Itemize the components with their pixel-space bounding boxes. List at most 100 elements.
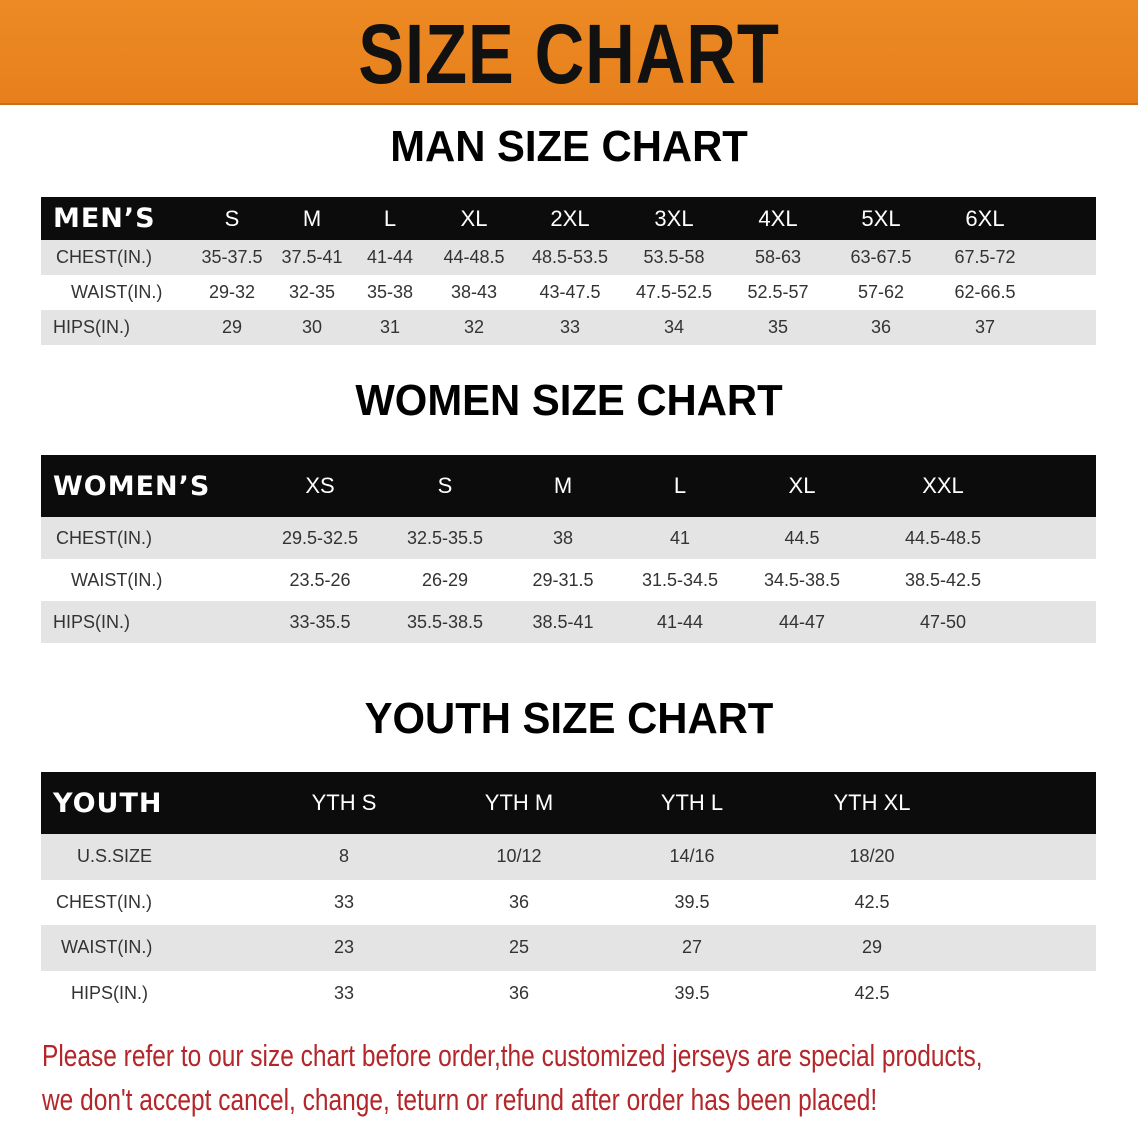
table-header-row: WOMEN’S XS S M L XL XXL <box>41 455 1096 517</box>
measurement-value: 39.5 <box>674 982 710 1003</box>
table-row: CHEST(IN.) 29.5-32.5 32.5-35.5 38 41 44.5 44.5… <box>41 517 1096 559</box>
measurement-label: CHEST(IN.) <box>56 527 152 548</box>
measurement-label: WAIST(IN.) <box>61 937 153 958</box>
measurement-value: 38-43 <box>450 282 498 302</box>
table-row: HIPS(IN.) 29 30 31 32 33 34 35 36 37 <box>41 310 1096 345</box>
measurement-value: 31.5-34.5 <box>641 569 719 590</box>
women-section-title: WOMEN SIZE CHART <box>355 376 783 425</box>
measurement-label: CHEST(IN.) <box>56 891 152 912</box>
measurement-value: 47.5-52.5 <box>635 282 713 302</box>
measurement-value: 62-66.5 <box>954 282 1016 302</box>
measurement-label: U.S.SIZE <box>77 846 153 867</box>
measurement-value: 57-62 <box>857 282 905 302</box>
measurement-value: 33 <box>333 982 355 1003</box>
measurement-value: 35.5-38.5 <box>406 611 484 632</box>
measurement-value: 63-67.5 <box>850 247 912 267</box>
measurement-value: 29-31.5 <box>532 569 594 590</box>
measurement-value: 67.5-72 <box>954 247 1016 267</box>
men-size-table: MEN’S S M L XL 2XL 3XL 4XL 5XL 6XL CHEST(IN.) 35-37… <box>41 197 1096 345</box>
women-size-table: WOMEN’S XS S M L XL XXL CHEST(IN.) 29.5-32.5 32.5… <box>41 455 1096 643</box>
table-row: CHEST(IN.) 33 36 39.5 42.5 <box>41 879 1096 925</box>
measurement-value: 58-63 <box>754 247 802 267</box>
measurement-value: 35 <box>767 317 789 337</box>
measurement-value: 35-38 <box>366 282 414 302</box>
youth-size-table: YOUTH YTH S YTH M YTH L YTH XL U.S.SIZE 8 10/12… <box>41 772 1096 1016</box>
size-header-cell: L <box>673 473 687 498</box>
size-header-cell: S <box>437 473 453 498</box>
measurement-value: 38 <box>552 527 574 548</box>
measurement-value: 36 <box>508 891 530 912</box>
measurement-value: 35-37.5 <box>201 247 263 267</box>
measurement-value: 36 <box>508 982 530 1003</box>
measurement-value: 41-44 <box>656 611 704 632</box>
size-header-cell: XXL <box>922 473 964 498</box>
measurement-value: 29-32 <box>208 282 256 302</box>
measurement-label: CHEST(IN.) <box>56 247 152 267</box>
size-header-cell: 5XL <box>861 205 901 231</box>
table-row: HIPS(IN.) 33-35.5 35.5-38.5 38.5-41 41-44 44-… <box>41 601 1096 643</box>
policy-note-line-2: we don't accept cancel, change, teturn o… <box>42 1082 878 1117</box>
measurement-value: 38.5-42.5 <box>904 569 982 590</box>
measurement-value: 31 <box>379 317 401 337</box>
measurement-value: 41 <box>669 527 691 548</box>
measurement-value: 14/16 <box>669 846 715 867</box>
table-row: CHEST(IN.) 35-37.5 37.5-41 41-44 44-48.5 48.5… <box>41 240 1096 275</box>
table-row: WAIST(IN.) 23 25 27 29 <box>41 925 1096 971</box>
measurement-value: 37.5-41 <box>281 247 343 267</box>
table-header-row: MEN’S S M L XL 2XL 3XL 4XL 5XL 6XL <box>41 197 1096 240</box>
measurement-value: 38.5-41 <box>532 611 594 632</box>
measurement-value: 29 <box>861 937 883 958</box>
measurement-value: 30 <box>301 317 323 337</box>
measurement-label: HIPS(IN.) <box>53 611 131 632</box>
size-header-cell: 6XL <box>965 205 1005 231</box>
measurement-value: 32 <box>463 317 485 337</box>
measurement-value: 47-50 <box>919 611 967 632</box>
measurement-value: 29 <box>221 317 243 337</box>
measurement-value: 37 <box>974 317 996 337</box>
measurement-value: 44-48.5 <box>443 247 505 267</box>
measurement-value: 32-35 <box>288 282 336 302</box>
measurement-value: 41-44 <box>366 247 414 267</box>
measurement-value: 8 <box>338 846 350 867</box>
measurement-label: HIPS(IN.) <box>71 982 149 1003</box>
measurement-value: 23 <box>333 937 355 958</box>
measurement-value: 26-29 <box>421 569 469 590</box>
measurement-value: 52.5-57 <box>747 282 809 302</box>
measurement-value: 34.5-38.5 <box>763 569 841 590</box>
table-header-row: YOUTH YTH S YTH M YTH L YTH XL <box>41 772 1096 834</box>
size-header-cell: M <box>553 473 573 498</box>
size-header-cell: 3XL <box>654 205 694 231</box>
youth-section-title: YOUTH SIZE CHART <box>364 694 774 743</box>
measurement-value: 36 <box>870 317 892 337</box>
size-header-cell: YTH L <box>660 790 724 815</box>
policy-note-line-1: Please refer to our size chart before or… <box>42 1038 983 1073</box>
measurement-value: 10/12 <box>496 846 542 867</box>
size-header-cell: S <box>224 205 240 231</box>
size-header-cell: XL <box>788 473 816 498</box>
table-title-cell: MEN’S <box>53 203 156 234</box>
measurement-value: 33 <box>333 891 355 912</box>
measurement-value: 42.5 <box>854 982 890 1003</box>
size-header-cell: YTH M <box>484 790 554 815</box>
size-header-cell: M <box>302 205 322 231</box>
size-header-cell: 4XL <box>758 205 798 231</box>
measurement-value: 44-47 <box>778 611 826 632</box>
measurement-label: HIPS(IN.) <box>53 317 131 337</box>
measurement-value: 29.5-32.5 <box>281 527 359 548</box>
measurement-value: 43-47.5 <box>539 282 601 302</box>
size-header-cell: YTH S <box>311 790 377 815</box>
measurement-value: 34 <box>663 317 685 337</box>
banner-title: SIZE CHART <box>358 7 780 101</box>
measurement-value: 44.5 <box>784 527 820 548</box>
table-title-cell: WOMEN’S <box>53 470 211 502</box>
table-title-cell: YOUTH <box>53 787 163 819</box>
size-header-cell: XS <box>305 473 335 498</box>
measurement-value: 33-35.5 <box>289 611 351 632</box>
measurement-value: 33 <box>559 317 581 337</box>
measurement-value: 18/20 <box>849 846 895 867</box>
measurement-label: WAIST(IN.) <box>71 569 163 590</box>
measurement-value: 48.5-53.5 <box>531 247 609 267</box>
measurement-value: 39.5 <box>674 891 710 912</box>
table-row: U.S.SIZE 8 10/12 14/16 18/20 <box>41 834 1096 880</box>
measurement-value: 23.5-26 <box>289 569 351 590</box>
